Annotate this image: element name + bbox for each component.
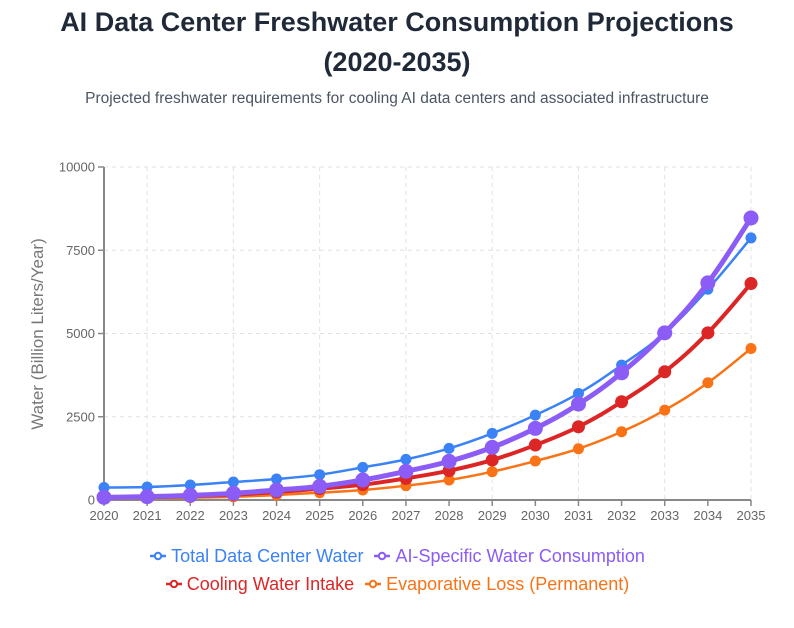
series-cooling-water-intake [97, 277, 758, 505]
legend-item[interactable]: Total Data Center Water [149, 546, 363, 567]
data-point [657, 325, 673, 341]
x-tick-label: 2030 [521, 508, 550, 523]
data-point [572, 443, 584, 455]
series-line [102, 236, 753, 489]
data-point [570, 396, 586, 412]
legend: Total Data Center Water AI-Specific Water… [0, 542, 794, 598]
data-point [227, 476, 239, 488]
legend-item[interactable]: AI-Specific Water Consumption [373, 545, 645, 567]
legend-item[interactable]: Cooling Water Intake [165, 574, 354, 595]
x-tick-label: 2033 [650, 508, 679, 523]
x-tick-label: 2035 [737, 508, 766, 523]
data-point [658, 365, 672, 379]
data-point [528, 438, 542, 452]
y-tick-label: 10000 [59, 160, 95, 175]
y-tick-label: 2500 [66, 409, 95, 424]
data-point [614, 365, 630, 381]
series-evaporative-loss-permanent [98, 342, 757, 505]
x-tick-label: 2026 [348, 508, 377, 523]
data-point [485, 453, 499, 467]
data-point [701, 326, 715, 340]
data-point [700, 275, 716, 291]
data-point [572, 387, 584, 399]
y-tick-label: 5000 [66, 326, 95, 341]
data-point [529, 409, 541, 421]
x-tick-label: 2027 [391, 508, 420, 523]
data-point [314, 469, 326, 481]
x-tick-label: 2029 [478, 508, 507, 523]
x-tick-label: 2032 [607, 508, 636, 523]
data-point [441, 453, 457, 469]
data-point [486, 427, 498, 439]
legend-line-marker-icon [365, 579, 382, 589]
x-tick-label: 2031 [564, 508, 593, 523]
data-point [744, 277, 758, 291]
data-point [184, 479, 196, 491]
data-point [139, 489, 155, 505]
legend-label: Cooling Water Intake [186, 573, 355, 594]
data-point [98, 482, 110, 494]
grid-lines [104, 166, 752, 500]
data-point [182, 487, 198, 503]
x-tick-label: 2023 [219, 508, 248, 523]
x-tick-label: 2024 [262, 508, 291, 523]
legend-item[interactable]: Evaporative Loss (Permanent) [364, 574, 629, 595]
series-total-data-center-water [98, 232, 757, 494]
chart-title: AI Data Center Freshwater Consumption Pr… [0, 2, 794, 82]
data-point [398, 463, 414, 479]
data-point [443, 442, 455, 454]
data-point [355, 472, 371, 488]
legend-label: AI-Specific Water Consumption [395, 545, 645, 566]
data-point [529, 455, 541, 467]
data-point [271, 473, 283, 485]
data-point [571, 420, 585, 434]
data-point [484, 439, 500, 455]
legend-line-marker-icon [374, 551, 391, 561]
x-tick-label: 2028 [435, 508, 464, 523]
chart-title-line-1: AI Data Center Freshwater Consumption Pr… [60, 7, 734, 37]
data-point [615, 395, 629, 409]
x-tick-label: 2025 [305, 508, 334, 523]
legend-line-marker-icon [165, 579, 182, 589]
y-tick-label: 7500 [66, 243, 95, 258]
x-tick-label: 2022 [176, 508, 205, 523]
x-tick-label: 2021 [133, 508, 162, 523]
x-tick-label: 2020 [90, 508, 119, 523]
y-tick-label: 0 [88, 493, 95, 508]
legend-line-marker-icon [150, 551, 167, 561]
series-ai-specific-water-consumption [96, 210, 759, 505]
data-point [616, 426, 628, 438]
series-line [101, 215, 754, 500]
y-axis-title: Water (Billion Liters/Year) [28, 238, 47, 429]
data-point [745, 232, 757, 244]
data-point [702, 377, 714, 389]
data-point [659, 404, 671, 416]
data-point [527, 420, 543, 436]
series-layer [96, 210, 759, 505]
line-chart: 0 2500 5000 7500 10000 2020 2021 2022 2023 2024 20… [28, 160, 766, 524]
chart-title-line-2: (2020-2035) [323, 47, 471, 77]
data-point [96, 489, 112, 505]
legend-row: Cooling Water Intake Evaporative Loss (Pe… [0, 570, 794, 598]
legend-label: Evaporative Loss (Permanent) [386, 573, 630, 594]
chart-subtitle: Projected freshwater requirements for co… [85, 90, 709, 107]
data-point [745, 342, 757, 354]
data-point [400, 453, 412, 465]
data-point [225, 485, 241, 501]
data-point [269, 482, 285, 498]
data-point [743, 210, 759, 226]
data-point [443, 474, 455, 486]
data-point [357, 461, 369, 473]
data-point [312, 478, 328, 494]
data-point [486, 466, 498, 478]
legend-label: Total Data Center Water [171, 545, 364, 566]
x-tick-label: 2034 [693, 508, 722, 523]
legend-row: Total Data Center Water AI-Specific Water… [0, 542, 794, 570]
axes: 0 2500 5000 7500 10000 2020 2021 2022 2023 2024 20… [59, 160, 766, 524]
